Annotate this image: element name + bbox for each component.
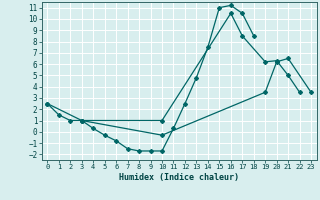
X-axis label: Humidex (Indice chaleur): Humidex (Indice chaleur) <box>119 173 239 182</box>
